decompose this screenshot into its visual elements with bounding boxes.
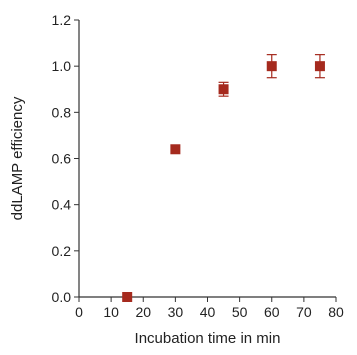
data-points (122, 54, 325, 302)
data-point (314, 61, 325, 72)
y-tick-label: 0.8 (52, 104, 72, 120)
x-tick-label: 50 (232, 304, 248, 320)
x-axis-label: Incubation time in min (135, 330, 281, 347)
data-point (122, 292, 133, 302)
data-point (170, 144, 181, 155)
x-tick-label: 60 (264, 304, 280, 320)
y-tick-label: 0.6 (52, 151, 72, 167)
y-tick-label: 1.0 (52, 58, 72, 74)
y-tick-label: 0.0 (52, 289, 72, 305)
x-ticks: 0 10 20 30 40 50 60 70 80 (75, 297, 344, 320)
y-ticks: 0.0 0.2 0.4 0.6 0.8 1.0 1.2 (52, 12, 79, 305)
data-point (266, 61, 277, 72)
x-tick-label: 20 (135, 304, 151, 320)
y-axis-label: ddLAMP efficiency (9, 96, 26, 220)
x-tick-label: 80 (328, 304, 344, 320)
x-tick-label: 30 (168, 304, 184, 320)
x-tick-label: 70 (296, 304, 312, 320)
x-tick-label: 40 (200, 304, 216, 320)
y-tick-label: 0.2 (52, 243, 72, 259)
y-tick-label: 1.2 (52, 12, 72, 28)
plot-area: 0 10 20 30 40 50 60 70 80 0.0 0.2 0.4 0.6 0.8 1.0 1.2 (52, 12, 344, 320)
y-tick-label: 0.4 (52, 197, 72, 213)
x-tick-label: 10 (103, 304, 119, 320)
data-point (218, 84, 229, 95)
x-tick-label: 0 (75, 304, 83, 320)
